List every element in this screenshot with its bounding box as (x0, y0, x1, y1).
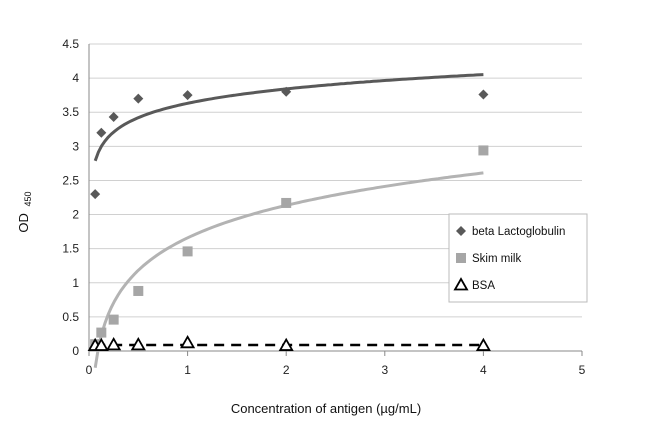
y-tick-label: 4.5 (62, 37, 79, 51)
y-axis-label-subscript: 450 (23, 191, 33, 206)
y-tick-label: 2.5 (62, 173, 79, 187)
data-point-2-6 (475, 337, 491, 351)
legend: beta Lactoglobulin Skim milk BSA (448, 213, 588, 303)
trend-lines (93, 73, 484, 368)
legend-label-2: BSA (472, 280, 495, 292)
data-point-0-5 (281, 86, 292, 97)
data-point-0-0 (90, 189, 101, 200)
data-point-1-6 (478, 145, 489, 156)
x-axis-label: Concentration of antigen (µg/mL) (231, 401, 421, 416)
data-points (87, 86, 491, 351)
x-tick-label: 4 (480, 363, 487, 377)
data-point-0-1 (96, 127, 107, 138)
data-point-1-4 (182, 246, 193, 257)
grid-lines (89, 43, 582, 318)
data-point-0-2 (108, 111, 119, 122)
data-point-0-6 (478, 89, 489, 100)
y-tick-label: 2 (72, 208, 79, 222)
x-tick-label: 3 (381, 363, 388, 377)
y-tick-labels: 0 0.5 1 1.5 2 2.5 3 3.5 4 4.5 (62, 37, 79, 358)
y-tick-label: 1 (72, 276, 79, 290)
y-axis-label: OD 450 (16, 191, 33, 232)
data-point-1-1 (96, 327, 107, 338)
data-point-2-5 (278, 337, 294, 351)
x-tick-label: 5 (579, 363, 586, 377)
legend-label-1: Skim milk (472, 253, 521, 265)
y-tick-label: 0 (72, 344, 79, 358)
x-tick-label: 2 (283, 363, 290, 377)
data-point-2-3 (130, 337, 146, 351)
y-tick-label: 3 (72, 139, 79, 153)
svg-text:OD 450: OD 450 (16, 191, 33, 232)
x-tick-label: 0 (86, 363, 93, 377)
data-point-2-4 (180, 334, 196, 349)
y-tick-label: 3.5 (62, 105, 79, 119)
y-axis-label-main: OD (16, 213, 31, 233)
y-tick-label: 1.5 (62, 242, 79, 256)
x-tick-labels: 0 1 2 3 4 5 (86, 363, 586, 377)
data-point-2-1 (93, 337, 109, 351)
legend-box (448, 213, 588, 303)
x-tick-label: 1 (184, 363, 191, 377)
data-point-1-3 (133, 285, 144, 296)
legend-marker-2 (453, 277, 469, 291)
trend-line-0 (93, 73, 484, 162)
data-point-1-2 (108, 314, 119, 325)
y-tick-label: 4 (72, 71, 79, 85)
data-point-0-3 (133, 93, 144, 104)
legend-marker-0 (456, 226, 466, 236)
axes (88, 44, 583, 356)
data-point-1-5 (281, 197, 292, 208)
y-tick-label: 0.5 (62, 310, 79, 324)
legend-marker-1 (456, 253, 466, 263)
legend-label-0: beta Lactoglobulin (472, 226, 565, 238)
data-point-2-2 (106, 337, 122, 351)
data-point-0-4 (182, 90, 193, 101)
